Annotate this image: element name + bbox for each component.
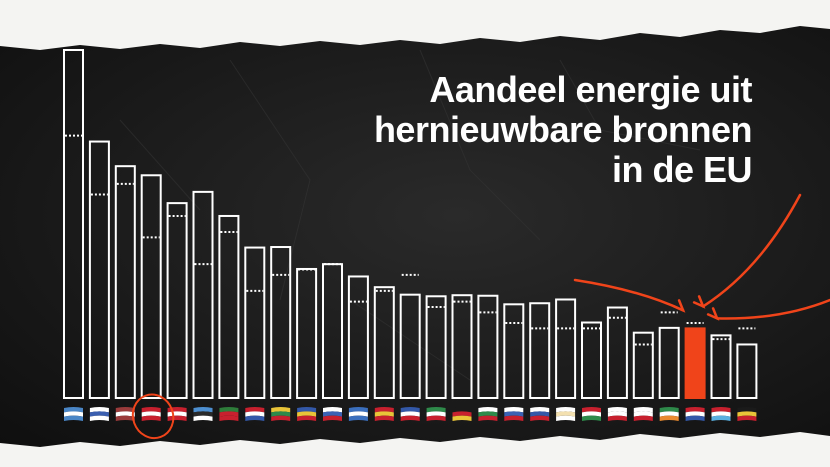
bar-nl [684, 327, 706, 399]
flag-hr [245, 407, 265, 421]
flag-fr [400, 407, 420, 421]
bar-ie [658, 326, 680, 400]
flag-lt [271, 407, 291, 421]
bar-de [451, 294, 473, 399]
bar-be [736, 343, 758, 400]
arrow-annotation-3 [715, 298, 830, 320]
arrow-head-2 [692, 295, 706, 309]
bar-ee [192, 190, 214, 399]
arrow-head-1 [672, 299, 686, 313]
flag-gr [348, 407, 368, 421]
bar-hu [581, 321, 602, 399]
torn-paper-background [0, 26, 830, 447]
chart-title: Aandeel energie uit hernieuwbare bronnen… [373, 69, 753, 190]
bar-mt [632, 331, 654, 399]
flag-si [323, 407, 342, 421]
flag-lv [115, 407, 135, 421]
bar-gr [347, 275, 369, 399]
bar-dk [140, 174, 162, 399]
bar-lu [710, 334, 732, 399]
flag-ee [193, 407, 213, 421]
bar-fi [88, 140, 110, 399]
bar-cy [555, 298, 577, 399]
flag-it [426, 407, 446, 421]
bar-pt [218, 214, 240, 399]
flag-nl [685, 407, 705, 421]
bar-sk [503, 303, 525, 399]
flag-pl [607, 407, 627, 421]
flag-be [737, 407, 757, 421]
flag-de [452, 407, 472, 421]
bar-at [166, 202, 188, 399]
flag-cy [556, 407, 576, 421]
flag-fi [89, 407, 109, 421]
bar-es [373, 286, 395, 399]
target-markers-group [65, 134, 756, 346]
flag-mt [633, 407, 653, 421]
flag-hu [582, 407, 601, 421]
flag-pt [219, 407, 239, 421]
title-line-3: in de EU [611, 149, 753, 190]
bar-bg [477, 294, 499, 400]
flag-cz [530, 407, 550, 421]
flags-group [64, 407, 757, 421]
flag-se [64, 407, 83, 421]
title-line-1: Aandeel energie uit [429, 69, 752, 110]
circle-annotation [131, 393, 175, 440]
flag-bg [478, 407, 498, 421]
bar-it [425, 295, 447, 399]
bar-pl [606, 306, 628, 399]
flag-ie [659, 407, 679, 421]
bar-lv [114, 165, 136, 399]
bar-hr [244, 246, 266, 399]
bars-group [63, 49, 758, 400]
flag-lu [711, 407, 731, 421]
flag-dk [141, 407, 161, 421]
flag-at [167, 407, 187, 421]
bar-lt [270, 246, 292, 399]
bar-fr [399, 293, 421, 400]
flag-es [374, 407, 394, 421]
flag-sk [504, 407, 524, 421]
annotations-group [131, 193, 830, 440]
bar-cz [529, 302, 551, 399]
title-line-2: hernieuwbare bronnen [373, 109, 753, 150]
flag-ro [297, 407, 317, 421]
bar-se [63, 49, 84, 399]
arrow-annotation-2 [701, 193, 802, 308]
arrow-head-3 [706, 307, 720, 321]
